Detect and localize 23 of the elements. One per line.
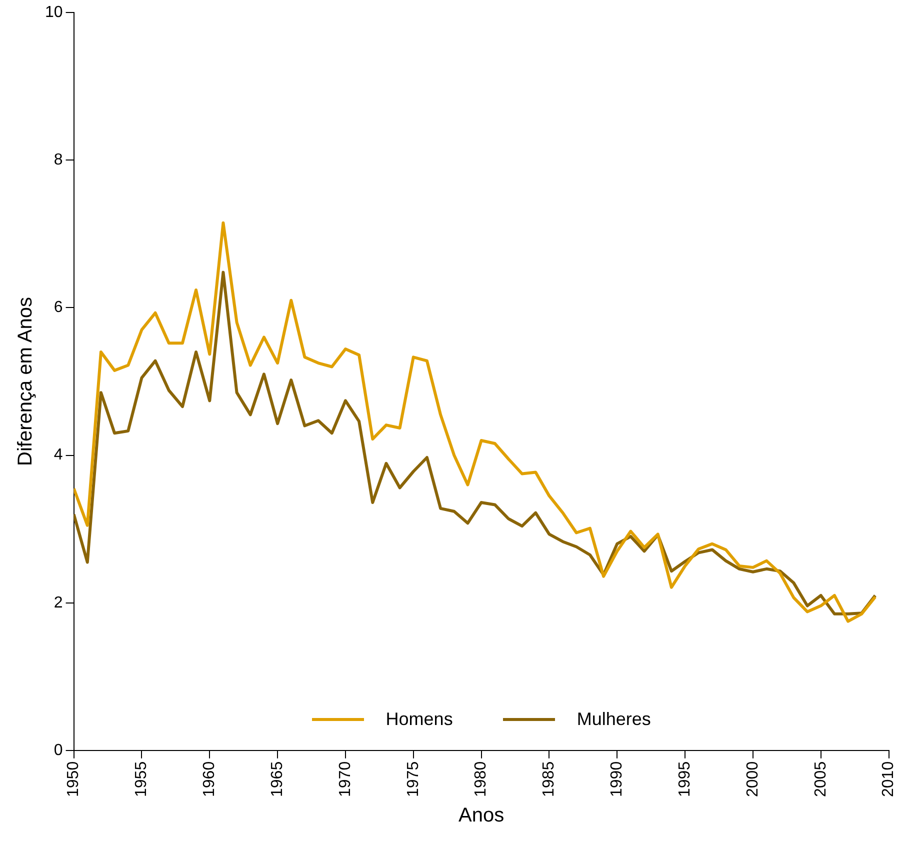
y-tick-label: 4 <box>54 446 63 464</box>
x-tick-label: 1995 <box>676 761 694 797</box>
x-tick-label: 1975 <box>404 761 422 797</box>
x-tick-label: 1965 <box>268 761 286 797</box>
x-tick-label: 1980 <box>472 761 490 797</box>
x-tick-label: 1990 <box>608 761 626 797</box>
x-tick-label: 2005 <box>812 761 830 797</box>
y-tick-label: 6 <box>54 299 63 316</box>
x-tick-label: 2010 <box>880 761 898 797</box>
legend-label: Mulheres <box>576 709 651 730</box>
y-tick-label: 10 <box>45 4 63 22</box>
y-tick-label: 0 <box>54 742 63 759</box>
y-tick-label: 8 <box>54 152 63 169</box>
legend-label: Homens <box>386 709 453 730</box>
x-tick-label: 1950 <box>65 761 82 797</box>
y-tick-label: 2 <box>54 594 63 612</box>
x-tick-label: 2000 <box>744 761 762 797</box>
x-tick-label: 1970 <box>336 761 354 797</box>
x-tick-label: 1960 <box>201 761 218 797</box>
x-axis-title: Anos <box>458 804 504 827</box>
y-axis-title: Diferença em Anos <box>14 297 37 466</box>
x-tick-label: 1955 <box>133 761 150 797</box>
x-tick-label: 1985 <box>540 761 558 797</box>
